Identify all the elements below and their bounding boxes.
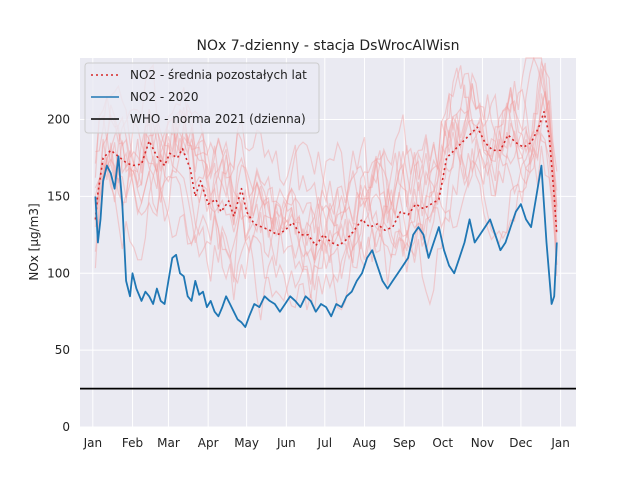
y-tick-label: 150	[47, 189, 70, 203]
past-year-line	[94, 132, 558, 311]
y-tick-label: 0	[62, 420, 70, 434]
y-axis-label: NOx [µg/m3]	[27, 203, 41, 280]
x-tick-label: Nov	[471, 436, 494, 450]
past-year-line	[94, 91, 558, 285]
legend-box	[84, 62, 320, 134]
y-tick-label: 100	[47, 266, 70, 280]
past-years-lines	[94, 57, 558, 321]
past-year-line	[94, 87, 558, 254]
x-tick-label: Sep	[393, 436, 416, 450]
x-tick-label: Mar	[157, 436, 180, 450]
x-tick-label: Jul	[317, 436, 332, 450]
series-line-avg	[94, 111, 558, 247]
legend-label-avg: NO2 - średnia pozostałych lat	[130, 68, 307, 82]
chart-title: NOx 7-dzienny - stacja DsWrocAlWisn	[197, 38, 460, 54]
legend-label-who: WHO - norma 2021 (dzienna)	[130, 112, 306, 126]
past-year-line	[94, 71, 558, 261]
x-tick-label: May	[234, 436, 259, 450]
x-tick-label: Jan	[83, 436, 103, 450]
past-year-line	[94, 63, 558, 260]
x-tick-label: Apr	[198, 436, 219, 450]
ticks: 0 50 100 150 200 Jan Feb Mar Apr May Jun Jul Aug Sep O…	[47, 113, 570, 451]
legend-label-2020: NO2 - 2020	[130, 90, 199, 104]
past-year-line	[94, 57, 558, 264]
x-tick-label: Dec	[509, 436, 532, 450]
past-year-line	[94, 68, 558, 273]
x-tick-label: Oct	[432, 436, 453, 450]
y-tick-label: 50	[55, 343, 70, 357]
past-year-line	[94, 125, 558, 321]
legend: NO2 - średnia pozostałych lat NO2 - 2020…	[84, 62, 320, 134]
series-line-2020	[94, 155, 558, 329]
x-tick-label: Aug	[353, 436, 376, 450]
series-layer	[80, 111, 576, 390]
x-tick-label: Feb	[122, 436, 143, 450]
x-tick-label: Jan	[550, 436, 570, 450]
x-tick-label: Jun	[276, 436, 296, 450]
y-tick-label: 200	[47, 113, 70, 127]
